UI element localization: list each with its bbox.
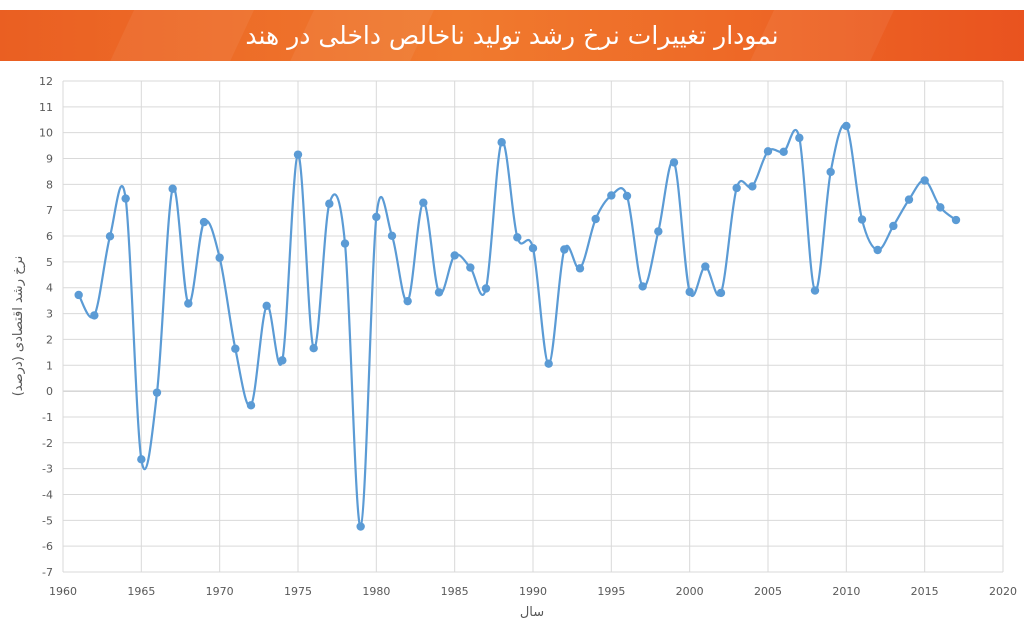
y-tick-label: -7 bbox=[42, 566, 53, 579]
data-point-1970 bbox=[215, 253, 224, 262]
data-point-1983 bbox=[419, 198, 428, 207]
y-tick-label: 2 bbox=[46, 333, 53, 346]
data-point-1995 bbox=[607, 191, 616, 200]
data-point-1998 bbox=[654, 227, 663, 236]
data-point-2006 bbox=[779, 147, 788, 157]
y-tick-label: -5 bbox=[42, 514, 53, 527]
data-point-1988 bbox=[497, 138, 506, 147]
data-point-1967 bbox=[168, 184, 177, 193]
data-point-1964 bbox=[121, 194, 130, 203]
data-points bbox=[74, 121, 961, 531]
data-point-1997 bbox=[638, 282, 647, 291]
y-tick-label: 0 bbox=[46, 385, 53, 398]
data-point-2012 bbox=[873, 245, 882, 255]
data-point-1985 bbox=[450, 251, 459, 260]
data-point-1966 bbox=[152, 388, 162, 397]
y-tick-label: 10 bbox=[39, 127, 53, 140]
data-point-2007 bbox=[795, 133, 804, 143]
y-tick-label: 4 bbox=[46, 282, 53, 295]
y-tick-label: 1 bbox=[46, 359, 53, 372]
data-point-1989 bbox=[513, 233, 522, 242]
data-point-1977 bbox=[325, 199, 334, 208]
x-tick-label: 1970 bbox=[206, 585, 234, 598]
data-point-1961 bbox=[74, 290, 83, 300]
data-point-1963 bbox=[105, 232, 115, 241]
data-point-2005 bbox=[763, 147, 773, 156]
y-tick-label: 8 bbox=[46, 178, 53, 191]
data-point-1965 bbox=[137, 455, 146, 464]
x-tick-label: 1990 bbox=[519, 585, 547, 598]
chart-title: نمودار تغییرات نرخ رشد تولید ناخالص داخل… bbox=[245, 21, 779, 50]
x-tick-label: 1960 bbox=[49, 585, 77, 598]
x-tick-label: 2020 bbox=[989, 585, 1017, 598]
y-tick-label: 5 bbox=[46, 256, 53, 269]
y-tick-label: -3 bbox=[42, 463, 53, 476]
x-tick-label: 1975 bbox=[284, 585, 312, 598]
data-point-1982 bbox=[403, 296, 412, 306]
data-point-1992 bbox=[560, 245, 569, 254]
y-tick-label: -4 bbox=[42, 488, 53, 501]
data-point-2004 bbox=[748, 182, 757, 191]
data-point-2003 bbox=[732, 183, 741, 193]
data-point-1974 bbox=[278, 356, 287, 365]
x-tick-label: 2005 bbox=[754, 585, 782, 598]
data-point-1979 bbox=[356, 522, 365, 531]
data-point-2014 bbox=[904, 195, 914, 204]
data-point-1991 bbox=[544, 359, 553, 368]
data-point-2017 bbox=[951, 215, 961, 225]
y-tick-label: 7 bbox=[46, 204, 53, 217]
data-point-1975 bbox=[293, 150, 303, 159]
data-point-1984 bbox=[434, 288, 444, 297]
y-axis-title: نرخ رشد اقتصادی (درصد) bbox=[11, 256, 26, 397]
data-point-1971 bbox=[231, 344, 240, 353]
y-tick-label: 12 bbox=[39, 75, 53, 88]
y-tick-label: -1 bbox=[42, 411, 53, 424]
title-banner: نمودار تغییرات نرخ رشد تولید ناخالص داخل… bbox=[0, 10, 1024, 61]
y-tick-label: 9 bbox=[46, 153, 53, 166]
x-tick-label: 2010 bbox=[832, 585, 860, 598]
y-tick-label: -2 bbox=[42, 437, 53, 450]
x-axis-title: سال bbox=[520, 605, 544, 620]
data-point-1973 bbox=[262, 301, 271, 311]
x-tick-label: 2015 bbox=[911, 585, 939, 598]
data-point-1972 bbox=[246, 401, 256, 410]
data-point-1981 bbox=[387, 231, 397, 240]
data-point-2010 bbox=[842, 121, 851, 131]
x-tick-label: 1965 bbox=[127, 585, 155, 598]
data-point-2011 bbox=[857, 215, 867, 224]
data-point-2013 bbox=[889, 221, 898, 231]
data-point-2001 bbox=[701, 262, 710, 271]
series-line bbox=[77, 123, 957, 528]
x-tick-label: 1995 bbox=[597, 585, 625, 598]
data-point-1962 bbox=[90, 311, 99, 320]
data-point-2008 bbox=[810, 286, 820, 295]
y-tick-label: 3 bbox=[46, 308, 53, 321]
data-point-1999 bbox=[669, 158, 679, 167]
data-point-2002 bbox=[716, 288, 726, 298]
y-tick-label: -6 bbox=[42, 540, 53, 553]
data-point-2016 bbox=[936, 203, 945, 212]
data-point-2000 bbox=[685, 287, 694, 297]
data-point-1986 bbox=[466, 263, 475, 272]
data-point-2009 bbox=[826, 167, 835, 177]
data-point-1994 bbox=[591, 214, 600, 224]
data-point-1996 bbox=[622, 191, 632, 201]
data-point-1969 bbox=[199, 217, 209, 227]
data-point-1990 bbox=[528, 243, 538, 253]
gridlines bbox=[62, 80, 1004, 573]
y-tick-label: 6 bbox=[46, 230, 53, 243]
data-point-1993 bbox=[575, 264, 585, 273]
data-point-1987 bbox=[481, 284, 491, 293]
data-point-1976 bbox=[309, 344, 318, 353]
x-tick-label: 2000 bbox=[676, 585, 704, 598]
x-tick-label: 1985 bbox=[441, 585, 469, 598]
data-point-1978 bbox=[340, 239, 350, 248]
data-point-1980 bbox=[372, 212, 381, 222]
y-tick-label: 11 bbox=[39, 101, 53, 114]
data-point-2015 bbox=[920, 176, 929, 185]
data-point-1968 bbox=[184, 299, 193, 308]
x-tick-label: 1980 bbox=[362, 585, 390, 598]
